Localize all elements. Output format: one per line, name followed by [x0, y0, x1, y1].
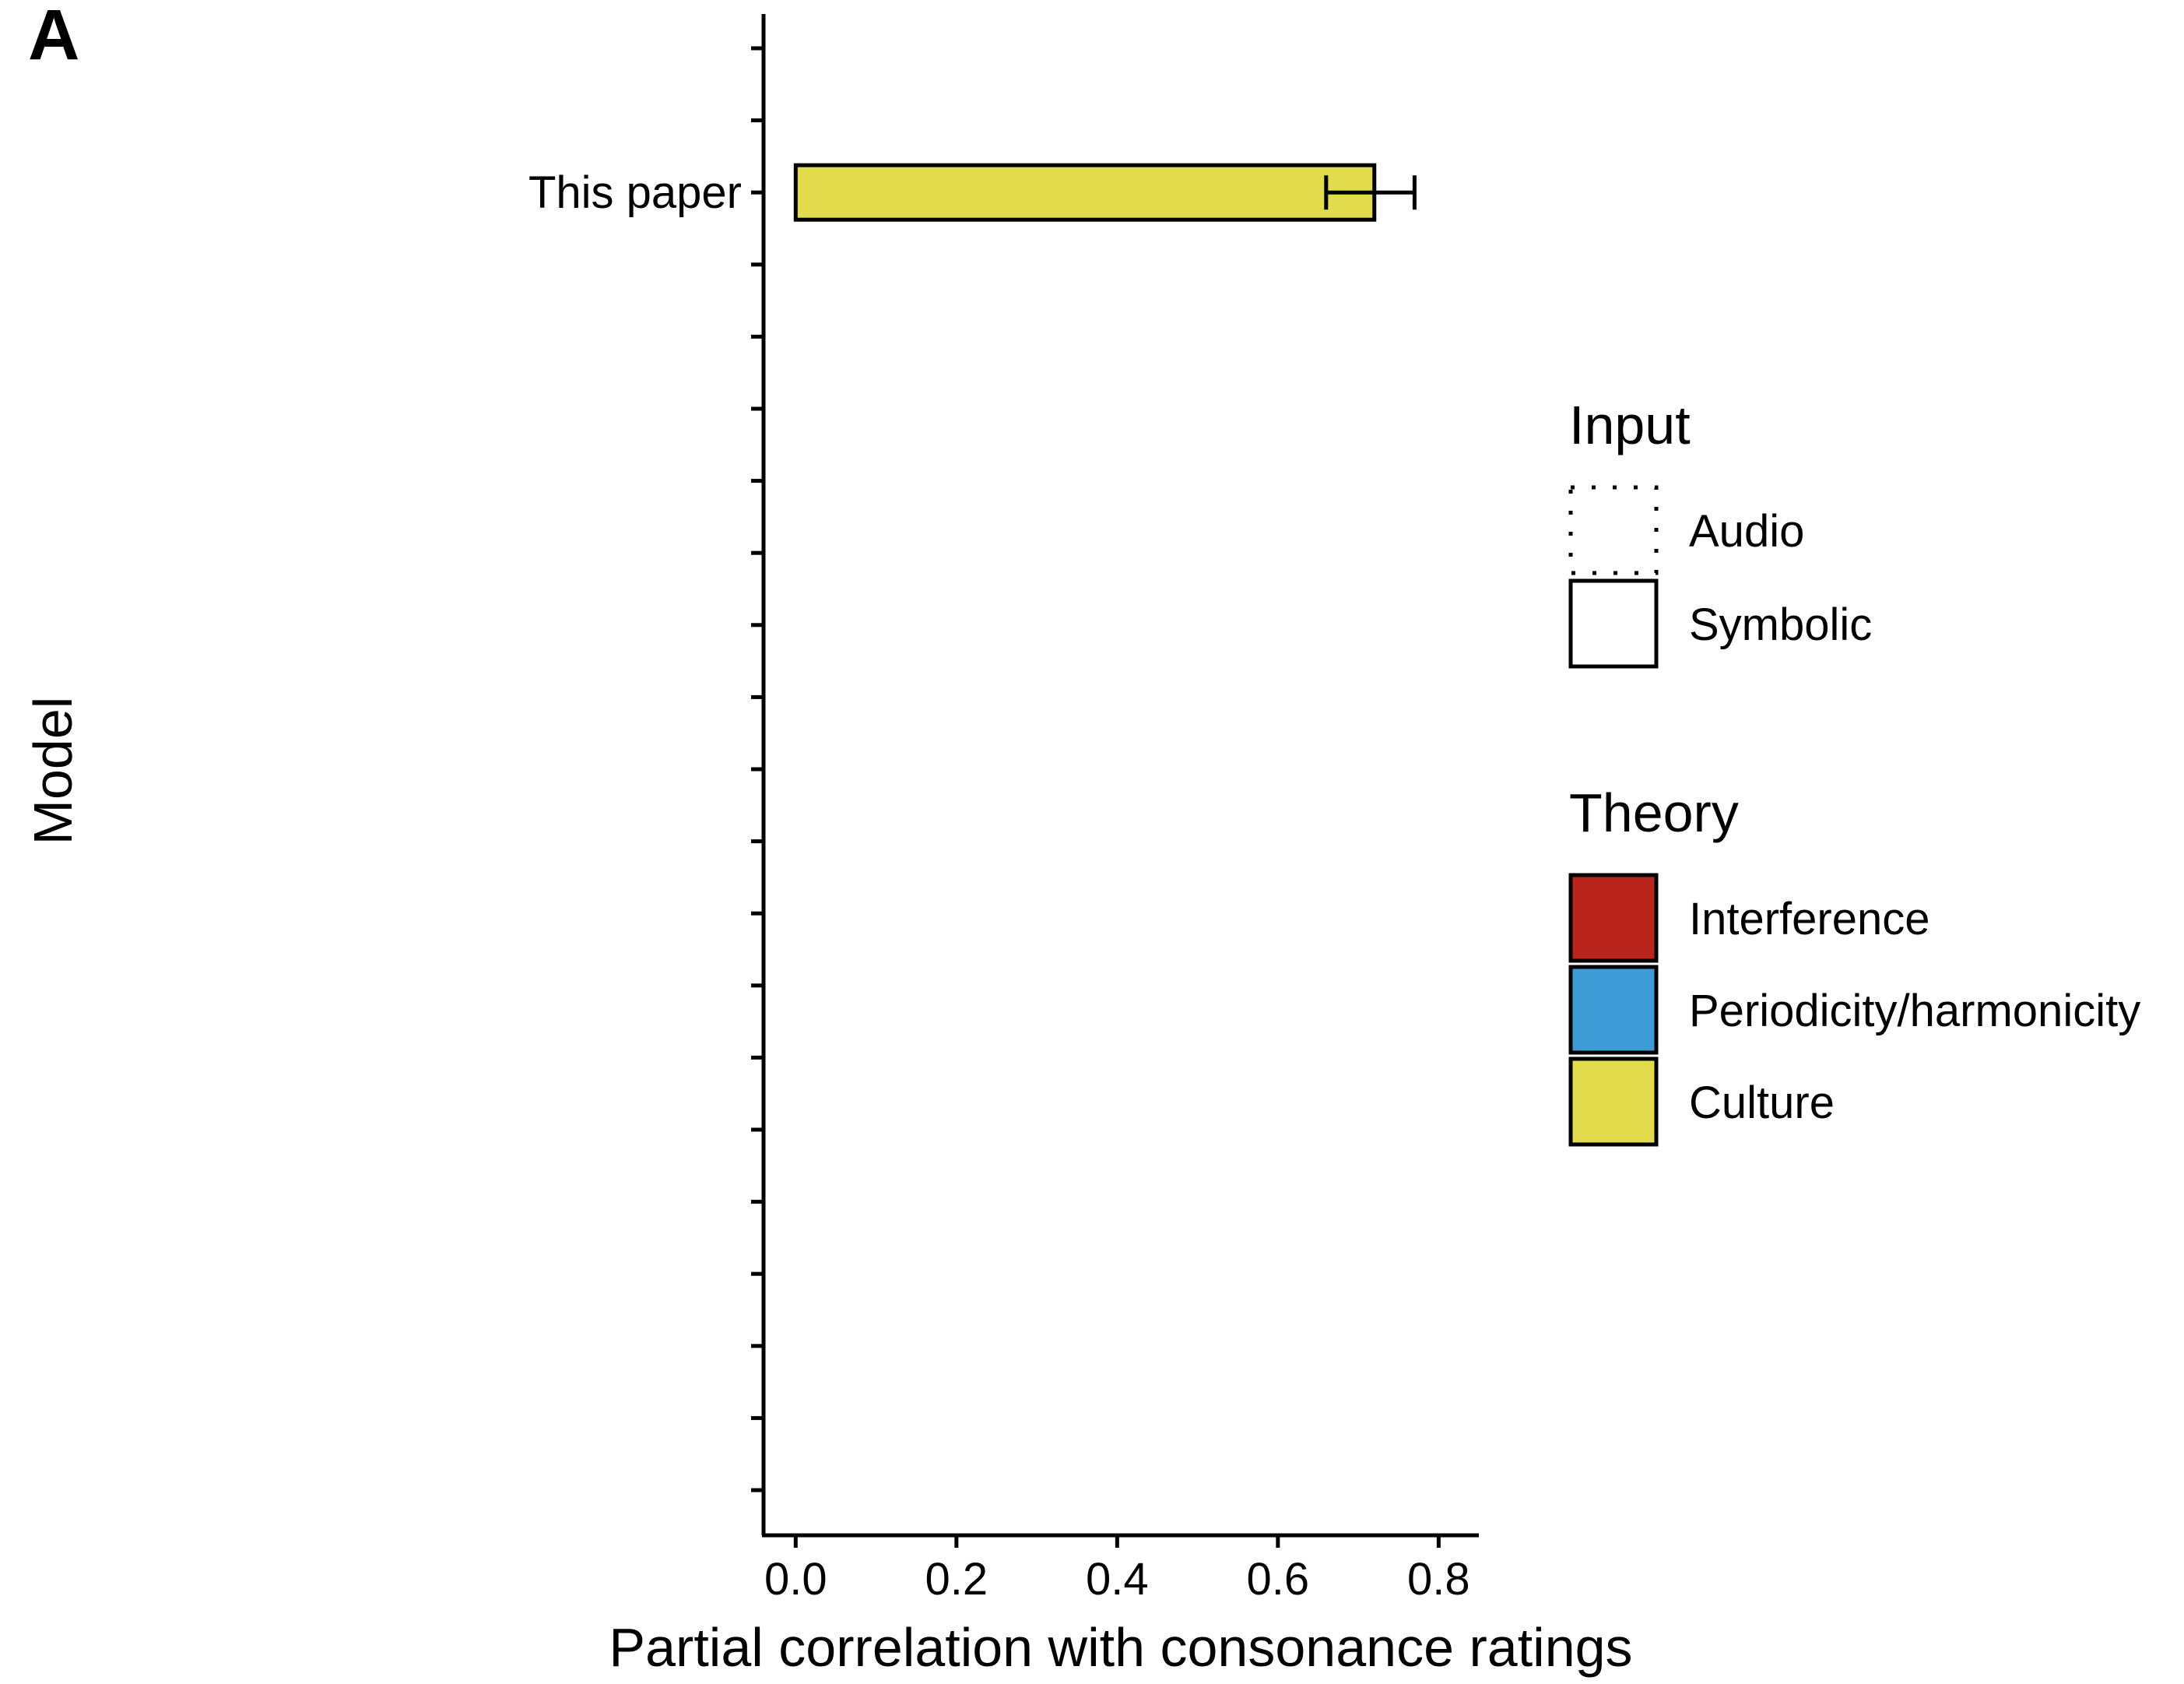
x-axis-label: Partial correlation with consonance rati…	[609, 1617, 1632, 1678]
legend-item-symbolic: Symbolic	[1568, 578, 1872, 669]
bar-series: This paper	[528, 163, 1417, 222]
legend-label-culture: Culture	[1689, 1078, 1835, 1128]
legend-label-periodicity: Periodicity/harmonicity	[1689, 986, 2140, 1036]
legend-label-interference: Interference	[1689, 894, 1930, 944]
x-tick-label: 0.4	[1086, 1554, 1149, 1605]
chart-legend: Input Audio Symbolic Theory Interference…	[1568, 395, 2140, 1147]
legend-swatch-symbolic	[1568, 578, 1659, 669]
legend-input-title: Input	[1569, 395, 1691, 455]
legend-theory-title: Theory	[1569, 782, 1739, 843]
y-category-label: This paper	[528, 167, 742, 218]
legend-item-interference: Interference	[1568, 873, 1930, 963]
y-axis-label: Model	[23, 697, 83, 846]
legend-swatch-interference	[1568, 873, 1659, 963]
chart-axes: 0.0 0.2 0.4 0.6 0.8	[751, 14, 1479, 1605]
x-tick-label: 0.6	[1247, 1554, 1310, 1605]
legend-label-audio: Audio	[1689, 506, 1804, 557]
legend-item-audio: Audio	[1568, 485, 1804, 575]
x-tick-label: 0.2	[925, 1554, 988, 1605]
legend-theory-group: Theory Interference Periodicity/harmonic…	[1568, 782, 2140, 1147]
x-tick-label: 0.8	[1407, 1554, 1470, 1605]
bar	[793, 163, 1377, 222]
x-axis-ticks: 0.0 0.2 0.4 0.6 0.8	[764, 1535, 1470, 1605]
x-tick-label: 0.0	[764, 1554, 827, 1605]
legend-item-culture: Culture	[1568, 1056, 1835, 1147]
legend-swatch-audio	[1568, 485, 1659, 575]
panel-label: A	[28, 0, 79, 75]
legend-label-symbolic: Symbolic	[1689, 599, 1872, 650]
legend-swatch-culture	[1568, 1056, 1659, 1147]
legend-swatch-periodicity	[1568, 965, 1659, 1055]
legend-input-group: Input Audio Symbolic	[1568, 395, 1872, 669]
legend-item-periodicity: Periodicity/harmonicity	[1568, 965, 2140, 1055]
y-axis-ticks	[751, 46, 764, 1492]
